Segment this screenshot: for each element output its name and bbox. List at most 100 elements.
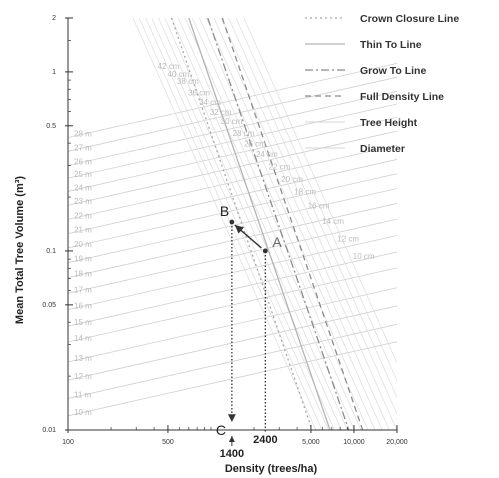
height-line	[68, 267, 397, 343]
diameter-label: 12 cm	[337, 234, 359, 243]
diameter-label: 14 cm	[322, 217, 344, 226]
diameter-label: 40 cm	[167, 70, 189, 79]
y-tick-label: 1	[52, 69, 56, 76]
point-b-label: B	[220, 203, 229, 219]
height-line	[68, 323, 397, 399]
diameter-line	[164, 18, 348, 430]
legend-label: Tree Height	[360, 117, 418, 129]
diameter-line	[199, 18, 383, 430]
height-line	[68, 144, 397, 220]
diameter-line	[145, 18, 329, 430]
diameter-line	[228, 18, 397, 399]
height-line	[68, 188, 397, 264]
legend-label: Diameter	[360, 143, 405, 155]
height-label: 18 m	[74, 270, 92, 279]
legend-label: Crown Closure Line	[360, 13, 459, 25]
height-label: 28 m	[74, 130, 92, 139]
diameter-label: 42 cm	[158, 62, 180, 71]
height-label: 15 m	[74, 318, 92, 327]
diameter-label: 10 cm	[353, 252, 375, 261]
height-line	[68, 130, 397, 206]
diameter-line	[177, 18, 362, 430]
diameter-line	[191, 18, 376, 430]
height-label: 13 m	[74, 354, 92, 363]
x-tick-label: 5,000	[302, 439, 320, 446]
y-tick-label: 0.05	[42, 302, 56, 309]
diameter-lines	[132, 18, 397, 430]
diameter-line	[206, 18, 390, 430]
legend: Crown Closure Line Thin To Line Grow To Li…	[305, 13, 459, 155]
diameter-label: 18 cm	[294, 187, 316, 196]
height-label: 22 m	[74, 211, 92, 220]
height-label: 14 m	[74, 334, 92, 343]
diameter-label: 20 cm	[281, 175, 303, 184]
diameter-label: 34 cm	[199, 98, 221, 107]
diameter-line	[158, 18, 342, 430]
y-axis-title: Mean Total Tree Volume (m³)	[14, 176, 26, 324]
height-label: 21 m	[74, 226, 92, 235]
x-tick-label: 20,000	[386, 439, 408, 446]
diameter-label: 24 cm	[256, 150, 278, 159]
y-tick-label: 0.01	[42, 427, 56, 434]
diameter-label: 16 cm	[308, 201, 330, 210]
diameter-line	[213, 18, 397, 430]
height-label: 19 m	[74, 255, 92, 264]
height-line	[68, 173, 397, 249]
height-label: 16 m	[74, 302, 92, 311]
diameter-label: 36 cm	[188, 89, 210, 98]
diameter-label: 22 cm	[269, 163, 291, 172]
height-line	[68, 341, 397, 417]
y-tick-label: 0.1	[46, 248, 56, 255]
height-line	[68, 218, 397, 294]
height-label: 12 m	[74, 372, 92, 381]
x-tick-label: 100	[62, 439, 74, 446]
diameter-line	[220, 18, 397, 416]
height-label: 11 m	[74, 390, 92, 399]
y-tick-label: 0.5	[46, 123, 56, 130]
x-tick-label: 10,000	[343, 439, 365, 446]
height-line	[68, 116, 397, 192]
full-density-line	[221, 18, 364, 430]
height-label: 27 m	[74, 143, 92, 152]
x-tick-label: 500	[162, 439, 174, 446]
annotations: 10 m 11 m 12 m 13 m 14 m 15 m 16 m 17 m 18 m 19 m…	[74, 62, 375, 460]
x-axis-title: Density (trees/ha)	[225, 463, 318, 475]
height-label: 25 m	[74, 170, 92, 179]
arrow-a-to-b	[234, 224, 262, 249]
height-label: 20 m	[74, 240, 92, 249]
point-a-label: A	[272, 234, 282, 250]
diameter-label: 38 cm	[177, 77, 199, 86]
height-line	[68, 76, 397, 152]
diameter-label: 32 cm	[210, 108, 232, 117]
point-b-marker	[229, 219, 235, 225]
diameter-line	[151, 18, 335, 430]
diameter-line	[235, 18, 397, 382]
height-line	[68, 90, 397, 166]
axes: 2 1 0.5 0.1 0.05 0.01 100 500 5,000 10,000 20,000	[42, 15, 407, 446]
point-a-marker	[262, 248, 268, 254]
diameter-line	[184, 18, 369, 430]
height-label: 26 m	[74, 158, 92, 167]
diameter-label: 30 cm	[221, 117, 243, 126]
tree-height-lines	[68, 62, 397, 417]
density-label-2400: 2400	[253, 434, 277, 446]
height-line	[68, 159, 397, 234]
diameter-line	[243, 18, 397, 364]
thin-to-line	[188, 18, 331, 430]
diameter-line	[132, 18, 317, 430]
diameter-line	[171, 18, 355, 430]
legend-label: Full Density Line	[360, 91, 444, 103]
legend-label: Thin To Line	[360, 39, 422, 51]
density-label-1400: 1400	[220, 448, 244, 460]
height-label: 23 m	[74, 197, 92, 206]
height-line	[68, 62, 397, 138]
height-label: 24 m	[74, 183, 92, 192]
height-label: 17 m	[74, 285, 92, 294]
point-c-label: C	[216, 422, 226, 438]
height-label: 10 m	[74, 408, 92, 417]
boundary-lines	[170, 18, 364, 430]
diameter-label: 28 cm	[233, 129, 255, 138]
diameter-label: 26 cm	[244, 139, 266, 148]
legend-label: Grow To Line	[360, 65, 426, 77]
